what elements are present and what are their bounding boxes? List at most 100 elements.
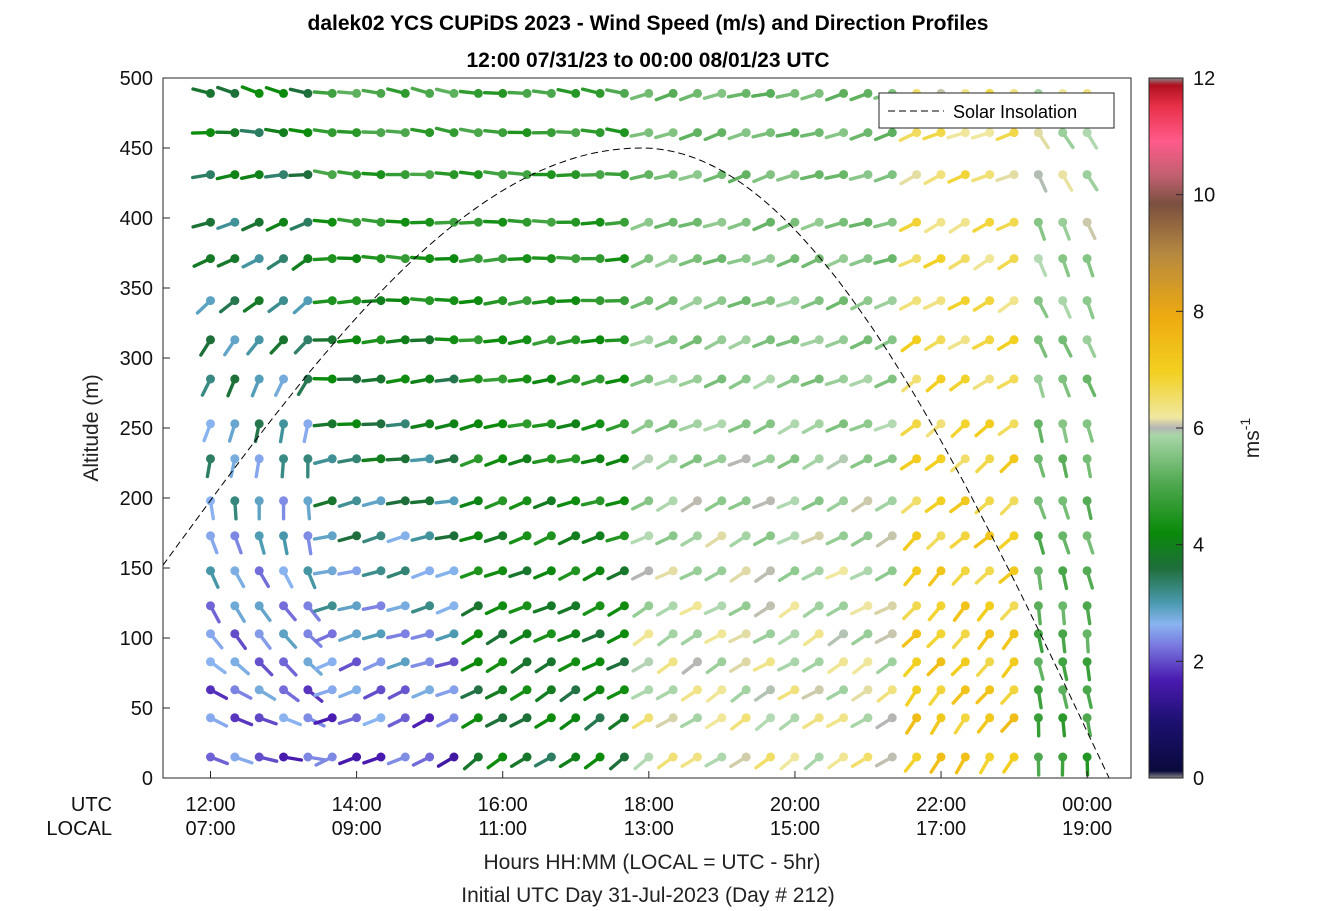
wind-barb-dot	[205, 657, 215, 667]
wind-barb-dot	[766, 454, 776, 464]
wind-barb-dot	[473, 374, 483, 384]
wind-barb-dot	[619, 601, 629, 611]
wind-barb-dot	[1082, 685, 1092, 695]
wind-barb-dot	[839, 170, 849, 180]
wind-barb-dot	[571, 657, 581, 667]
wind-barb-dot	[619, 296, 629, 306]
wind-barb-dot	[254, 254, 264, 264]
wind-barb-dot	[473, 685, 483, 695]
wind-barb-dot	[303, 657, 313, 667]
wind-barb-dot	[352, 374, 362, 384]
wind-barb-dot	[692, 629, 702, 639]
wind-barb-dot	[863, 419, 873, 429]
wind-barb-dot	[279, 601, 289, 611]
wind-barb-dot	[425, 374, 435, 384]
wind-barb-dot	[1033, 713, 1043, 723]
wind-barb-dot	[912, 629, 922, 639]
wind-barb-dot	[936, 531, 946, 541]
wind-barb-dot	[425, 566, 435, 576]
wind-barb-dot	[814, 752, 824, 762]
wind-barb-dot	[936, 713, 946, 723]
wind-barb-dot	[936, 170, 946, 180]
wind-barb-dot	[644, 685, 654, 695]
wind-barb-dot	[960, 374, 970, 384]
wind-barb-dot	[571, 531, 581, 541]
wind-barb-dot	[619, 88, 629, 98]
wind-barb-dot	[498, 566, 508, 576]
wind-barb-dot	[936, 454, 946, 464]
wind-barb-dot	[473, 296, 483, 306]
wind-barb-dot	[960, 531, 970, 541]
wind-barb-dot	[449, 566, 459, 576]
wind-barb-dot	[205, 685, 215, 695]
wind-barb-dot	[814, 170, 824, 180]
wind-barb-dot	[400, 454, 410, 464]
wind-barb-dot	[766, 419, 776, 429]
wind-barb-dot	[766, 335, 776, 345]
wind-barb-dot	[887, 713, 897, 723]
colorbar-tick-label: 2	[1193, 651, 1204, 673]
colorbar-tick-label: 6	[1193, 418, 1204, 440]
wind-barb-dot	[400, 752, 410, 762]
wind-barb-dot	[790, 601, 800, 611]
wind-barb-dot	[1009, 454, 1019, 464]
wind-barb-dot	[400, 629, 410, 639]
wind-barb-dot	[352, 713, 362, 723]
wind-barb-dot	[912, 335, 922, 345]
wind-barb-dot	[692, 752, 702, 762]
wind-barb-dot	[668, 629, 678, 639]
wind-barb-dot	[595, 170, 605, 180]
wind-barb-dot	[887, 374, 897, 384]
wind-barb-dot	[717, 566, 727, 576]
wind-barb-dot	[692, 128, 702, 138]
wind-barb-dot	[473, 217, 483, 227]
wind-barb-dot	[814, 566, 824, 576]
wind-barb-dot	[498, 601, 508, 611]
wind-barb-dot	[839, 88, 849, 98]
wind-barb-dot	[668, 496, 678, 506]
wind-barb-dot	[692, 657, 702, 667]
wind-barb-dot	[1058, 566, 1068, 576]
wind-barb-dot	[619, 454, 629, 464]
wind-barb-dot	[912, 685, 922, 695]
wind-barb-dot	[327, 296, 337, 306]
wind-barb-dot	[327, 752, 337, 762]
wind-barb-dot	[936, 217, 946, 227]
wind-barb-dot	[279, 566, 289, 576]
x-tick-label-utc: 22:00	[916, 794, 966, 816]
wind-barb-dot	[571, 128, 581, 138]
wind-barb-dot	[595, 685, 605, 695]
wind-barb-dot	[498, 496, 508, 506]
wind-barb-dot	[1082, 419, 1092, 429]
wind-barb-dot	[766, 496, 776, 506]
wind-barb-dot	[473, 657, 483, 667]
wind-barb-dot	[376, 335, 386, 345]
wind-barb-dot	[327, 713, 337, 723]
wind-barb-dot	[644, 374, 654, 384]
wind-barb-dot	[376, 454, 386, 464]
wind-barb-dot	[352, 254, 362, 264]
wind-barb-dot	[449, 335, 459, 345]
wind-barb-dot	[303, 566, 313, 576]
wind-barb-dot	[230, 217, 240, 227]
wind-barb-dot	[985, 170, 995, 180]
wind-barb-dot	[571, 454, 581, 464]
wind-barb-dot	[595, 601, 605, 611]
y-tick-label: 400	[120, 208, 153, 230]
utc-row-label: UTC	[71, 794, 112, 816]
wind-barb-dot	[303, 88, 313, 98]
wind-barb-dot	[1082, 170, 1092, 180]
wind-barb-dot	[619, 419, 629, 429]
wind-barb-dot	[863, 170, 873, 180]
wind-barb-dot	[644, 454, 654, 464]
wind-barb-dot	[254, 419, 264, 429]
wind-barb-dot	[912, 566, 922, 576]
wind-barb-dot	[814, 296, 824, 306]
wind-barb-dot	[863, 657, 873, 667]
wind-barb-dot	[425, 752, 435, 762]
wind-barb-dot	[766, 128, 776, 138]
wind-barb-dot	[571, 88, 581, 98]
wind-barb-dot	[839, 685, 849, 695]
wind-barb-dot	[230, 374, 240, 384]
wind-barb-dot	[839, 217, 849, 227]
